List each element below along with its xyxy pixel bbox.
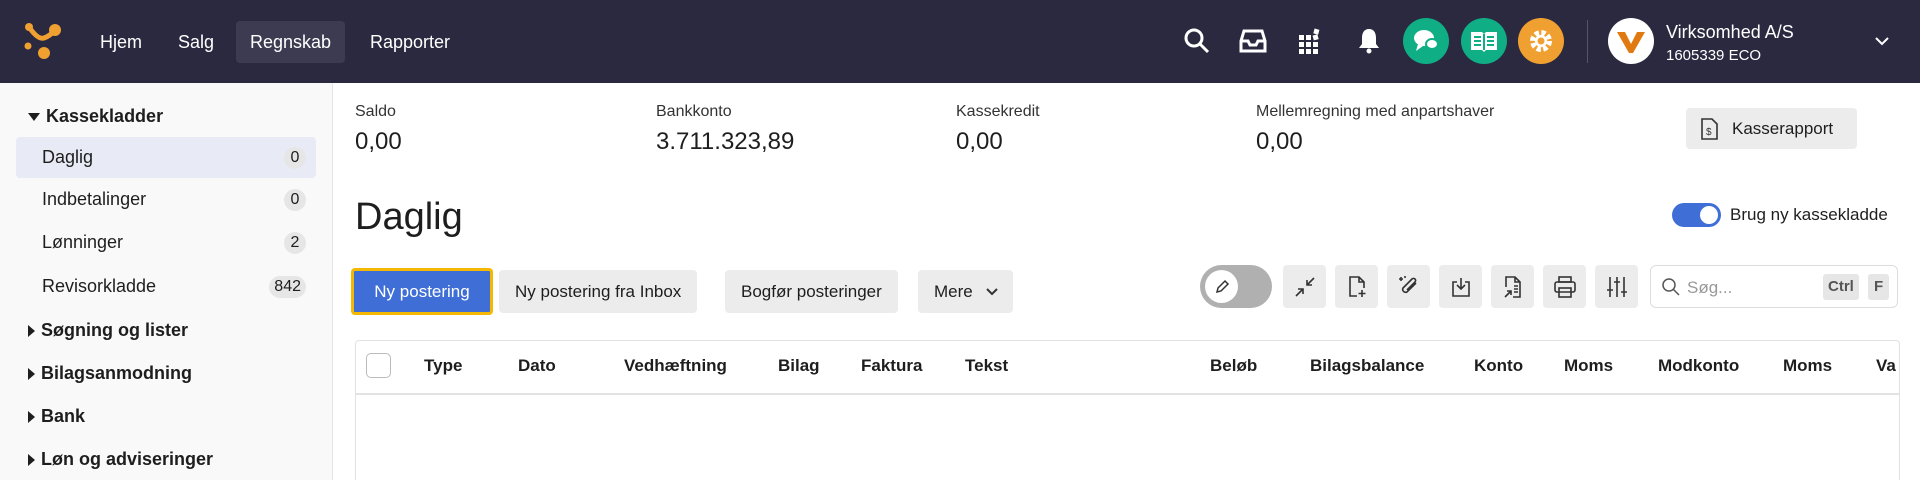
column-header-bilag[interactable]: Bilag [778,356,820,375]
sidebar-section-bilagsanmodning[interactable]: Bilagsanmodning [28,363,192,384]
caret-right-icon [28,368,35,381]
chevron-down-icon [986,288,998,296]
sidebar-item-lonninger[interactable]: Lønninger 2 [16,222,316,263]
column-header-moms[interactable]: Moms [1564,356,1614,375]
column-header-tekst[interactable]: Tekst [965,356,1009,375]
more-button[interactable]: Mere [918,270,1013,313]
count-badge: 842 [269,275,306,298]
column-header-type[interactable]: Type [424,356,463,375]
count-badge: 2 [284,231,306,254]
stat-value: 0,00 [355,128,402,155]
stat-value: 3.711.323,89 [656,128,795,155]
sidebar-kassekladder[interactable]: Kassekladder [28,106,163,127]
header-divider [356,393,1899,395]
stat-label: Kassekredit [956,103,1040,120]
count-badge: 0 [284,146,306,169]
kbd-ctrl: Ctrl [1823,274,1859,300]
column-header-dato[interactable]: Dato [518,356,556,375]
column-header-konto[interactable]: Konto [1474,356,1524,375]
collapse-icon[interactable] [1283,265,1326,308]
download-icon[interactable] [1439,265,1482,308]
search-icon[interactable] [1180,24,1214,58]
column-header-vedhaeftning[interactable]: Vedhæftning [624,356,727,375]
nav-hjem[interactable]: Hjem [100,32,143,52]
nav-rapporter[interactable]: Rapporter [370,32,451,52]
kasserapport-button[interactable]: $ Kasserapport [1686,108,1857,149]
caret-right-icon [28,454,35,467]
company-avatar[interactable] [1608,18,1654,64]
new-journal-toggle[interactable] [1672,203,1721,227]
page-title: Daglig [355,196,463,238]
report-icon: $ [1701,118,1718,140]
search-icon [1662,278,1680,296]
bell-icon[interactable] [1352,24,1386,58]
kbd-f: F [1868,274,1890,300]
sidebar-section-lon[interactable]: Løn og adviseringer [28,449,213,470]
svg-text:$: $ [1706,127,1712,138]
select-all-checkbox[interactable] [366,353,391,378]
chat-icon[interactable] [1403,18,1449,64]
divider [1587,20,1588,63]
stat-value: 0,00 [1256,128,1303,155]
company-id: 1605339 ECO [1666,47,1762,64]
pencil-icon [1205,270,1238,303]
post-entries-button[interactable]: Bogfør posteringer [725,270,898,313]
gear-icon[interactable] [1518,18,1564,64]
sidebar-item-daglig[interactable]: Daglig 0 [16,137,316,178]
column-header-belob[interactable]: Beløb [1210,356,1258,375]
nav-regnskab[interactable]: Regnskab [236,21,346,63]
caret-down-icon [28,113,40,122]
column-header-moms-2[interactable]: Moms [1783,356,1833,375]
entries-table [355,340,1900,480]
caret-right-icon [28,411,35,424]
stat-label: Mellemregning med anpartshaver [1256,103,1495,120]
print-icon[interactable] [1543,265,1586,308]
stat-label: Saldo [355,103,396,120]
toggle-label: Brug ny kassekladde [1730,205,1888,224]
stat-label: Bankkonto [656,103,732,120]
column-header-faktura[interactable]: Faktura [861,356,923,375]
sidebar-section-sogning[interactable]: Søgning og lister [28,320,188,341]
sidebar-item-indbetalinger[interactable]: Indbetalinger 0 [16,179,316,220]
magic-attachment-icon[interactable] [1387,265,1430,308]
column-settings-icon[interactable] [1595,265,1638,308]
book-icon[interactable] [1461,18,1507,64]
nav-salg[interactable]: Salg [178,32,215,52]
column-header-bilagsbalance[interactable]: Bilagsbalance [1310,356,1425,375]
new-document-icon[interactable] [1335,265,1378,308]
edit-mode-toggle[interactable] [1200,265,1272,308]
export-document-icon[interactable] [1491,265,1534,308]
search-placeholder: Søg... [1687,278,1733,297]
logo-icon[interactable] [24,22,64,62]
new-entry-button[interactable]: Ny postering [351,268,493,315]
top-bar: Hjem Salg Regnskab Rapporter Virksomhed … [0,0,1920,83]
company-name[interactable]: Virksomhed A/S [1666,22,1794,42]
stat-value: 0,00 [956,128,1003,155]
column-header-va[interactable]: Va [1876,356,1896,375]
apps-icon[interactable] [1293,24,1327,58]
sidebar-section-bank[interactable]: Bank [28,406,85,427]
column-header-modkonto[interactable]: Modkonto [1658,356,1740,375]
sidebar-item-revisorkladde[interactable]: Revisorkladde 842 [16,266,316,307]
search-input[interactable]: Søg... Ctrl F [1650,265,1898,308]
caret-right-icon [28,325,35,338]
inbox-icon[interactable] [1236,24,1270,58]
sidebar: Kassekladder Daglig 0 Indbetalinger 0 Lønn… [0,83,333,480]
count-badge: 0 [284,188,306,211]
new-entry-from-inbox-button[interactable]: Ny postering fra Inbox [499,270,698,313]
chevron-down-icon[interactable] [1874,35,1890,47]
